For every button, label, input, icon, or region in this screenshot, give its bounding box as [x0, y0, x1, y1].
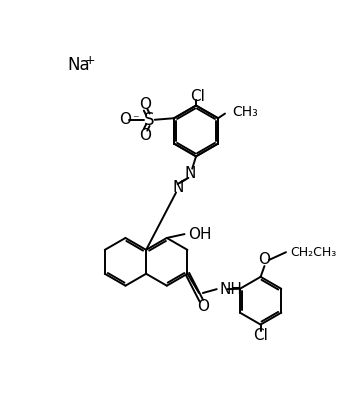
Text: Na: Na — [67, 56, 90, 74]
Text: O: O — [139, 128, 151, 142]
Text: CH₂CH₃: CH₂CH₃ — [290, 246, 336, 259]
Text: Cl: Cl — [253, 328, 268, 343]
Text: O: O — [139, 97, 151, 112]
Text: CH₃: CH₃ — [232, 105, 258, 119]
Text: ⁻: ⁻ — [132, 113, 138, 126]
Text: O: O — [119, 112, 131, 127]
Text: Cl: Cl — [190, 89, 205, 104]
Text: NH: NH — [220, 282, 243, 297]
Text: OH: OH — [188, 226, 212, 242]
Text: N: N — [173, 179, 184, 195]
Text: S: S — [144, 111, 155, 129]
Text: +: + — [84, 54, 95, 66]
Text: O: O — [197, 299, 209, 314]
Text: O: O — [258, 252, 270, 267]
Text: N: N — [184, 166, 195, 181]
